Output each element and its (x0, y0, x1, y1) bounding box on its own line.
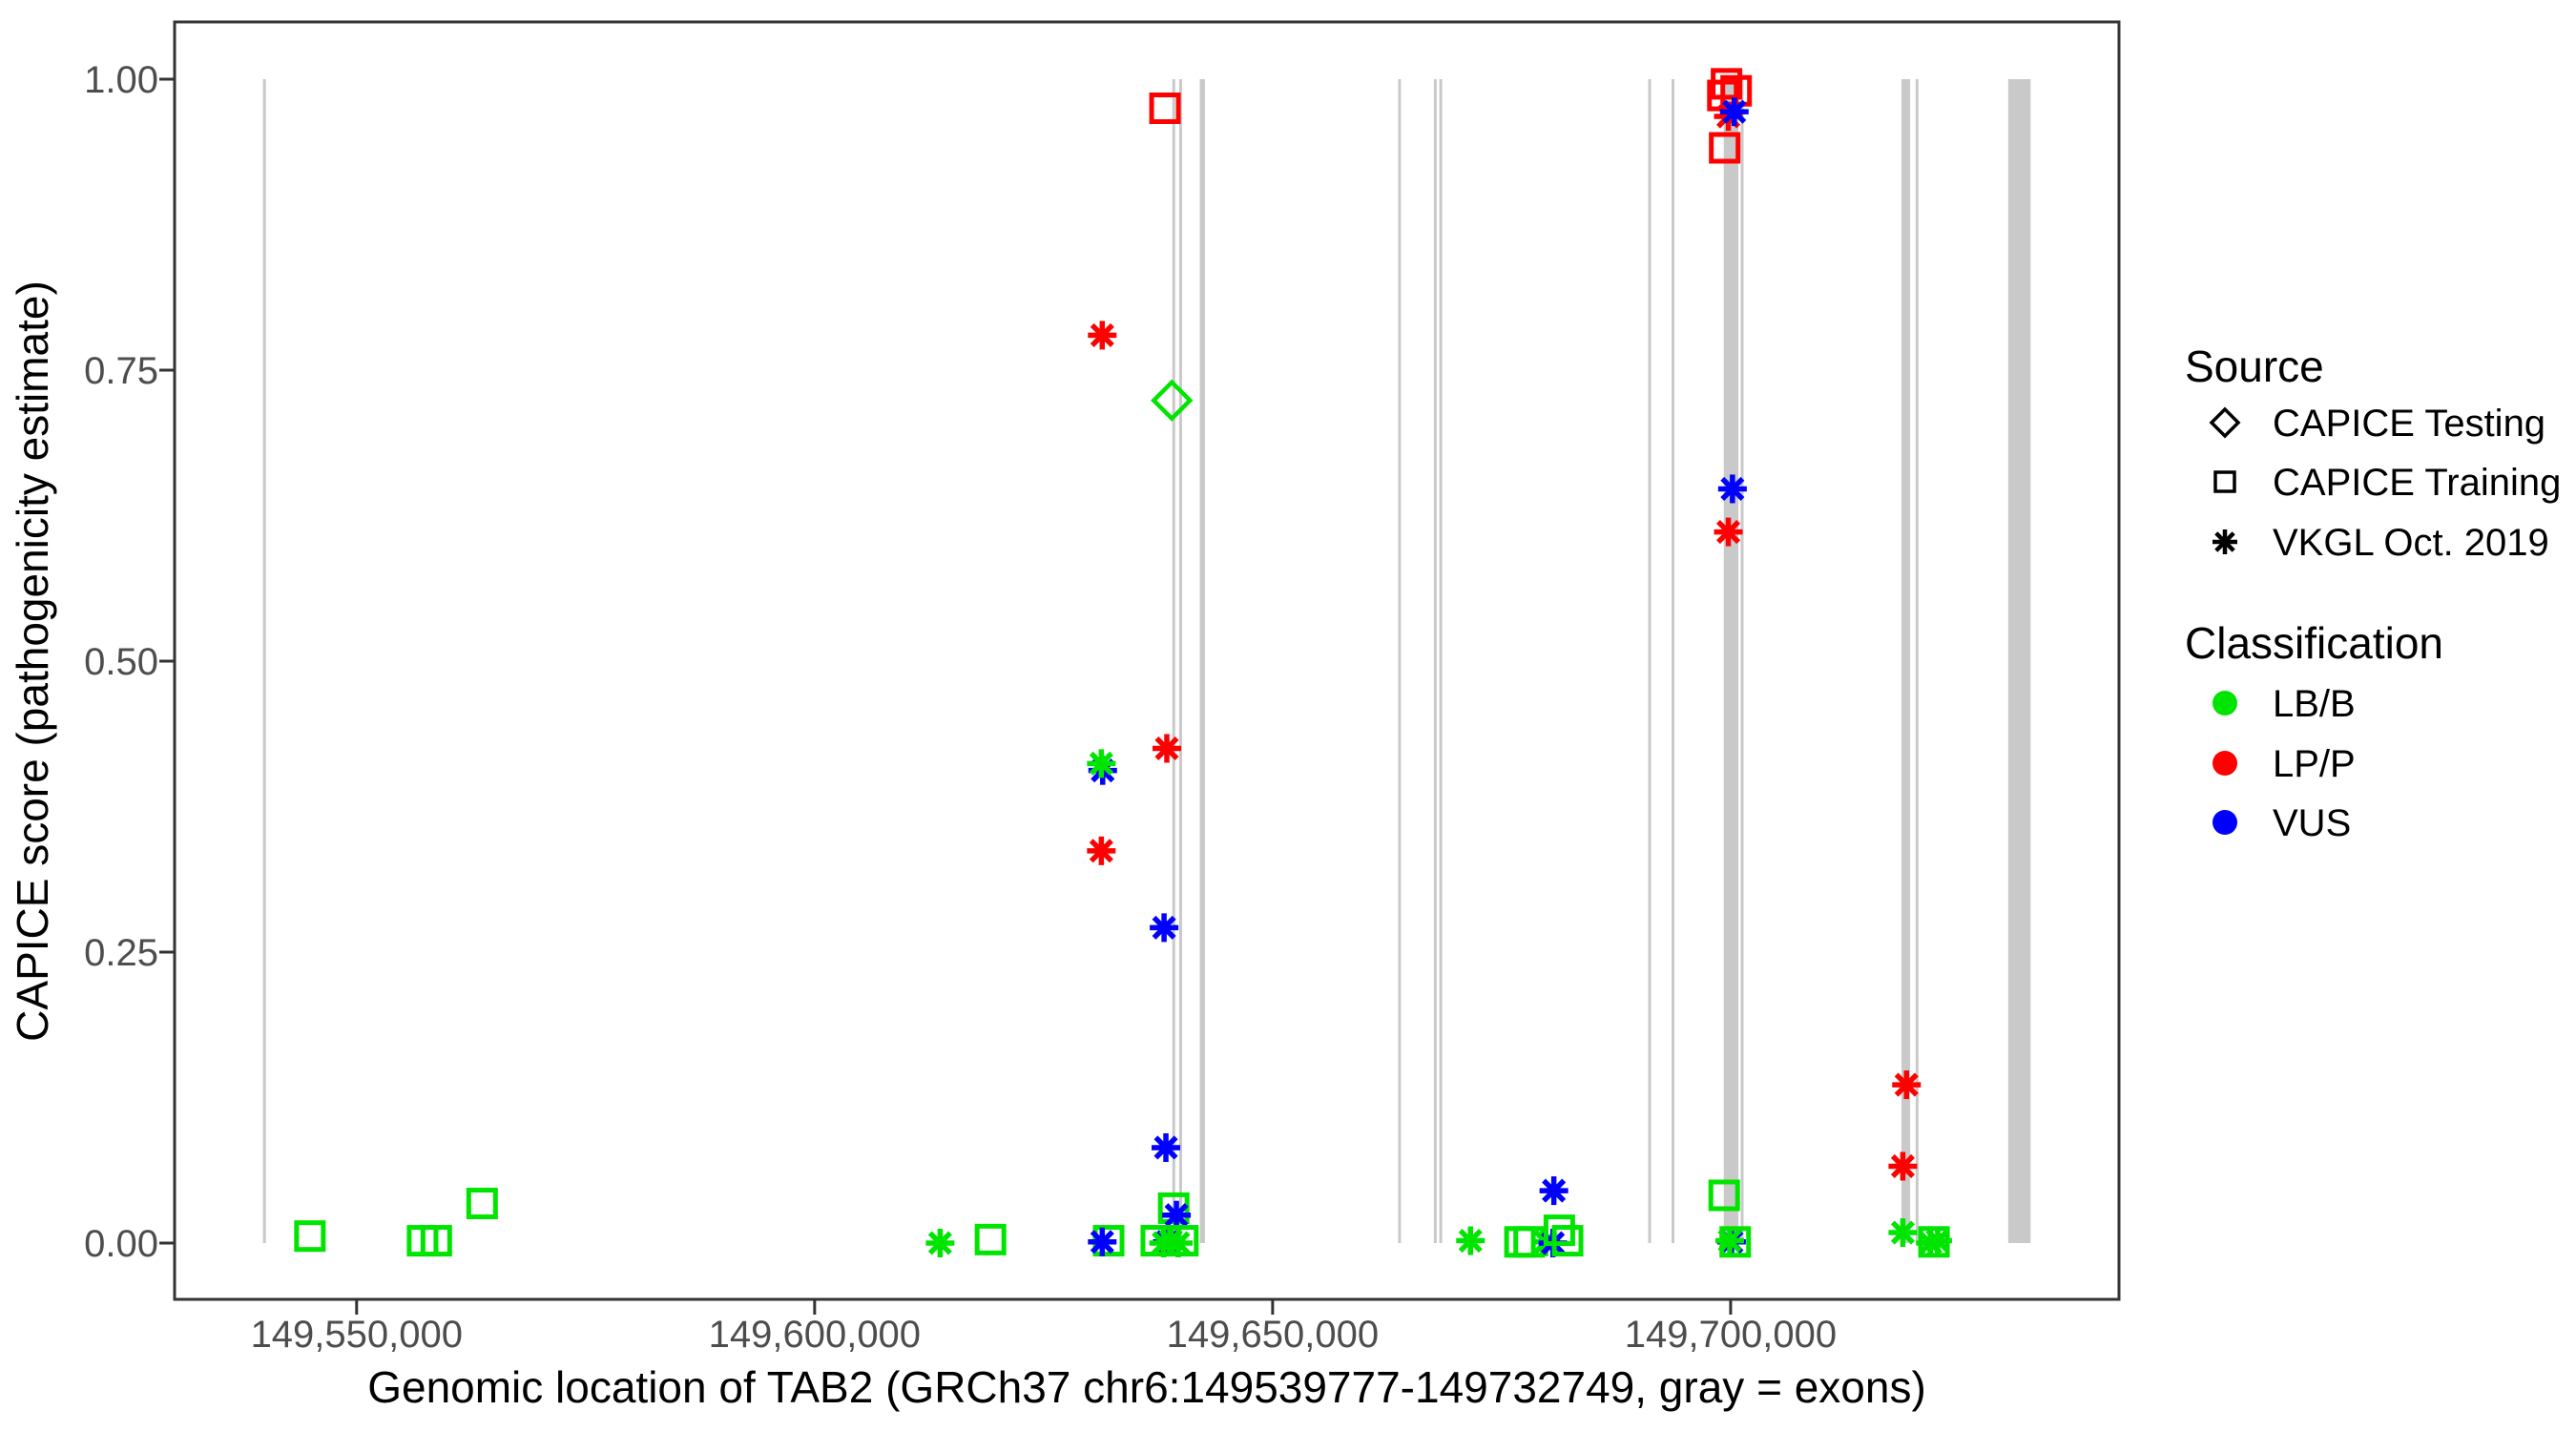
x-axis-title: Genomic location of TAB2 (GRCh37 chr6:14… (367, 1362, 1926, 1412)
exon-bar (1915, 79, 1919, 1243)
legend-source-symbols (2209, 406, 2241, 554)
legend-item-capice-training: CAPICE Training (2273, 462, 2561, 504)
legend-source-title: Source (2185, 342, 2324, 391)
y-tick-label: 0.50 (84, 641, 158, 683)
data-point (1151, 379, 1194, 422)
legend-item-lbb: LB/B (2273, 683, 2356, 725)
panel-border (173, 20, 2121, 1301)
data-point (1162, 1200, 1192, 1230)
exon-bar (1740, 79, 1744, 1243)
axis-ticks: 149,550,000 149,600,000 149,650,000 149,700… (84, 59, 1837, 1356)
data-point (1888, 1151, 1918, 1181)
y-tick-label: 0.00 (84, 1223, 158, 1265)
y-tick-label: 0.75 (84, 350, 158, 392)
data-point (1719, 1226, 1752, 1258)
data-points (294, 68, 1952, 1258)
data-point (1714, 517, 1743, 547)
data-point (1167, 1225, 1199, 1257)
legend-dot-icon (2212, 691, 2237, 716)
data-point (1717, 474, 1747, 504)
data-point (1711, 68, 1743, 100)
data-point (1719, 97, 1749, 127)
data-point (466, 1188, 498, 1220)
exon-bar (1672, 79, 1675, 1243)
data-point (1150, 913, 1179, 943)
exon-bars (262, 79, 2031, 1243)
legend-square-icon (2213, 470, 2236, 493)
y-tick-label: 0.25 (84, 932, 158, 974)
legend-item-vus: VUS (2273, 802, 2351, 844)
data-point (1152, 1132, 1181, 1162)
data-point (1543, 1214, 1575, 1247)
exon-bar (1433, 79, 1437, 1243)
exon-bar (1901, 79, 1911, 1243)
data-point (1088, 1227, 1117, 1256)
data-point (974, 1223, 1007, 1255)
data-point (420, 1225, 452, 1257)
legend-asterisk-icon (2212, 529, 2237, 554)
data-point (1088, 321, 1117, 350)
data-point (1888, 1218, 1918, 1248)
data-point (1087, 749, 1116, 778)
x-tick-label: 149,600,000 (709, 1314, 921, 1356)
exon-bar (1648, 79, 1652, 1243)
legend-item-vkgl: VKGL Oct. 2019 (2273, 522, 2549, 564)
exon-bar (1178, 79, 1182, 1243)
legend-item-capice-testing: CAPICE Testing (2273, 403, 2545, 445)
x-tick-label: 149,700,000 (1625, 1314, 1837, 1356)
data-point (1504, 1226, 1536, 1258)
data-point (1539, 1176, 1568, 1206)
data-point (1708, 1179, 1740, 1212)
x-tick-label: 149,550,000 (251, 1314, 463, 1356)
data-point (1709, 132, 1741, 164)
data-point (1918, 1226, 1950, 1258)
data-point (1456, 1226, 1485, 1255)
exon-bar (1199, 79, 1205, 1243)
legend-classification-symbols (2212, 691, 2237, 835)
legend-diamond-icon (2209, 406, 2241, 439)
x-tick-label: 149,650,000 (1167, 1314, 1379, 1356)
data-point (1149, 93, 1181, 124)
legend: Source CAPICE Testing CAPICE Training VK… (2185, 342, 2561, 844)
data-point (1152, 734, 1181, 763)
exon-bar (1172, 79, 1175, 1243)
legend-item-lpp: LP/P (2273, 743, 2356, 785)
exon-bar (1398, 79, 1402, 1243)
data-point (1892, 1070, 1922, 1100)
exon-bar (1439, 79, 1443, 1243)
y-axis-title: CAPICE score (pathogenicity estimate) (8, 280, 57, 1042)
legend-classification-title: Classification (2185, 618, 2443, 668)
data-point (1087, 836, 1116, 865)
data-point (925, 1229, 955, 1257)
exon-bar (262, 79, 266, 1243)
data-point (1551, 1225, 1584, 1257)
data-point (294, 1220, 326, 1253)
legend-dot-icon (2212, 751, 2237, 776)
legend-dot-icon (2212, 810, 2237, 835)
y-tick-label: 1.00 (84, 59, 158, 101)
exon-bar (2007, 79, 2031, 1243)
exon-bar (1723, 79, 1739, 1243)
